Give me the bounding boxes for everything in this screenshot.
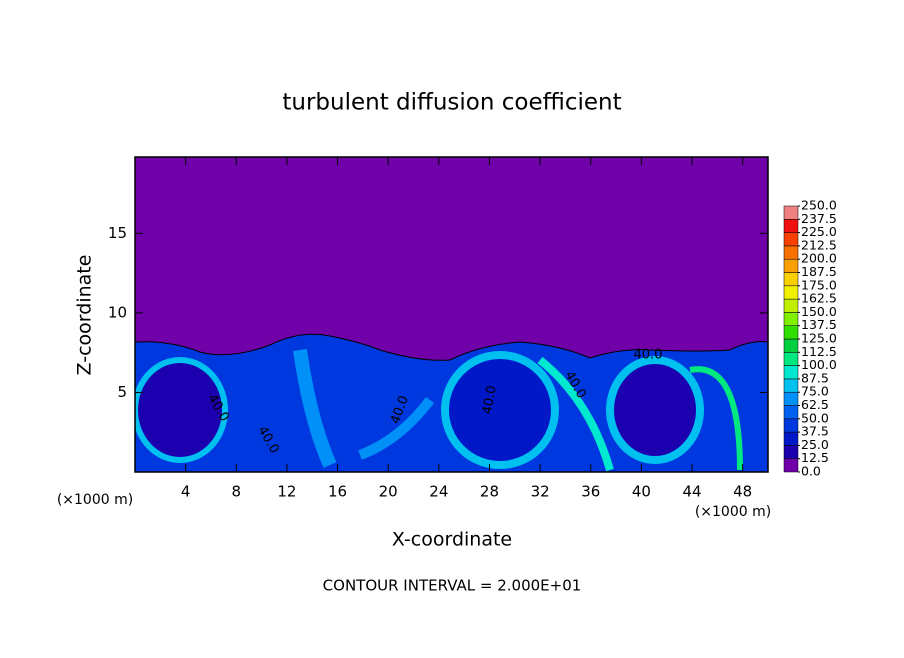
footer: CONTOUR INTERVAL = 2.000E+01 [323,577,582,595]
field-eddy [441,351,559,469]
x-tick-label: 40 [632,483,651,501]
colorbar-band [783,431,799,446]
x-tick-label: 8 [232,483,242,501]
y-tick-label: 5 [117,383,127,401]
field [135,157,768,472]
colorbar-band [783,298,799,313]
x-tick-label: 36 [581,483,600,501]
colorbar-band [783,219,799,233]
colorbar-label: 0.0 [801,464,821,479]
colorbar-band [783,258,799,273]
colorbar-band [783,458,799,473]
colorbar-band [783,391,799,406]
y-tick-label: 15 [108,224,127,242]
colorbar-label: 175.0 [801,277,837,292]
field-band [689,366,743,471]
field-eddy [135,357,228,463]
colorbar-band [783,352,799,366]
x-tick-label: 20 [379,483,398,501]
colorbar-band [783,312,799,326]
colorbar-band [783,338,799,353]
colorbar-label: 187.5 [801,264,837,279]
colorbar-label: 212.5 [801,237,837,252]
colorbar-label: 25.0 [801,437,829,452]
x-tick-label: 12 [277,483,296,501]
colorbar-band [783,378,799,393]
colorbar-label: 250.0 [801,198,837,213]
colorbar-label: 137.5 [801,317,837,332]
colorbar-label: 125.0 [801,331,837,346]
y-tick-label: 10 [108,303,127,321]
colorbar-label: 37.5 [801,424,829,439]
field-eddy [606,356,704,464]
colorbar-label: 112.5 [801,344,837,359]
plot-frame [134,156,769,473]
colorbar-band [783,245,799,260]
colorbar-label: 225.0 [801,224,837,239]
colorbar-band [783,272,799,287]
colorbar-band [783,205,799,220]
colorbar-label: 12.5 [801,450,829,465]
x-tick-label: 44 [682,483,701,501]
field-band [358,396,434,460]
x-axis-label: X-coordinate [392,529,512,551]
colorbar-band [783,445,799,459]
contour-label: 40.0 [480,384,500,415]
x-unit: (×1000 m) [695,504,771,520]
colorbar-band [783,365,799,380]
colorbar-band [783,418,799,433]
colorbar-label: 62.5 [801,397,829,412]
colorbar-label: 87.5 [801,370,829,385]
x-tick-label: 48 [733,483,752,501]
colorbar-label: 162.5 [801,291,837,306]
field-band [537,356,614,472]
x-tick-label: 28 [480,483,499,501]
colorbar-label: 50.0 [801,410,829,425]
colorbar-label: 237.5 [801,211,837,226]
x-tick-label: 32 [531,483,550,501]
field-band [293,349,337,468]
colorbar-label: 100.0 [801,357,837,372]
chart-title: turbulent diffusion coefficient [282,90,621,116]
x-tick-label: 16 [328,483,347,501]
x-tick-label: 24 [429,483,448,501]
colorbar-label: 200.0 [801,251,837,266]
contour-label: 40.0 [634,348,663,363]
colorbar-band [783,232,799,247]
x-unit: (×1000 m) [57,492,133,508]
colorbar-band [783,325,799,340]
colorbar-band [783,405,799,420]
colorbar-band [783,285,799,300]
colorbar-label: 150.0 [801,304,837,319]
x-tick-label: 4 [181,483,191,501]
colorbar-label: 75.0 [801,384,829,399]
y-axis-label: Z-coordinate [74,255,96,376]
